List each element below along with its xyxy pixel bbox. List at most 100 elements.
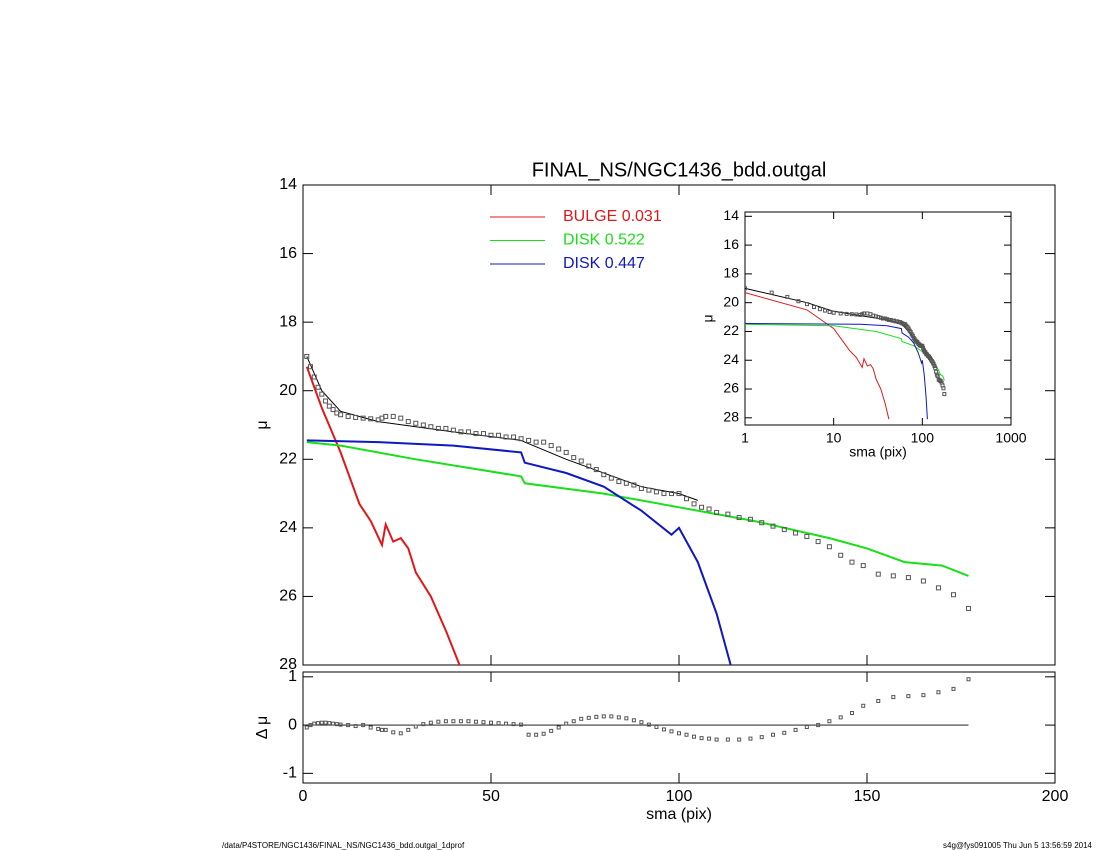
data-point (838, 715, 843, 720)
data-point (623, 480, 629, 486)
data-point (631, 718, 636, 723)
data-point (725, 737, 730, 742)
series-group (745, 287, 925, 349)
y-tick-label: 26 (723, 380, 739, 396)
data-point (771, 732, 775, 737)
data-point (849, 711, 854, 716)
data-point (920, 343, 925, 348)
x-tick-label: 100 (666, 788, 693, 805)
data-point (534, 732, 539, 737)
data-point (353, 724, 358, 729)
y-axis-label: μ (700, 314, 716, 322)
series-line (306, 441, 969, 577)
legend-label: BULGE 0.031 (563, 208, 662, 225)
data-point (759, 735, 764, 740)
data-point (503, 434, 509, 440)
data-point (465, 429, 471, 435)
data-point (368, 416, 374, 422)
y-tick-label: -1 (283, 765, 297, 782)
data-point (781, 527, 787, 533)
data-point (436, 719, 441, 724)
data-point (443, 425, 449, 431)
data-point (458, 429, 464, 435)
data-point (684, 732, 689, 737)
data-point (804, 533, 810, 539)
data-point (844, 311, 849, 316)
data-point (326, 403, 332, 409)
data-point (745, 286, 747, 291)
series-line (745, 287, 925, 349)
data-point (368, 725, 373, 730)
data-point (748, 736, 753, 741)
y-tick-label: 14 (723, 207, 739, 223)
data-point (905, 575, 911, 581)
series-group (306, 356, 698, 501)
data-point (586, 463, 592, 469)
x-tick-label: 100 (911, 430, 935, 446)
data-point (541, 439, 547, 445)
data-point (816, 723, 821, 728)
data-point (519, 722, 524, 727)
data-point (815, 539, 821, 545)
data-point (391, 730, 396, 735)
footer-right: s4g@fys091005 Thu Jun 5 13:56:59 2014 (943, 841, 1093, 850)
data-point (578, 458, 584, 464)
data-point (714, 509, 720, 515)
data-point (319, 391, 325, 397)
data-point (353, 414, 359, 420)
y-tick-label: 14 (279, 176, 297, 193)
data-point (906, 694, 911, 699)
data-point (549, 728, 554, 733)
data-point (308, 723, 313, 728)
data-point (699, 504, 705, 510)
data-point (473, 719, 478, 724)
data-point (571, 719, 576, 724)
data-point (383, 727, 388, 732)
y-tick-label: 22 (723, 322, 739, 338)
data-point (838, 552, 844, 558)
plot-frame (302, 671, 1056, 784)
data-point (699, 736, 704, 741)
y-tick-label: 20 (723, 293, 739, 309)
data-point (676, 491, 682, 497)
data-point (706, 506, 712, 512)
data-point (496, 721, 501, 726)
data-point (428, 720, 433, 725)
data-point (361, 723, 366, 728)
series-line (306, 356, 698, 501)
data-point (865, 311, 870, 316)
data-point (639, 720, 644, 725)
series-group (306, 441, 969, 577)
series-group (304, 353, 972, 611)
data-point (942, 392, 947, 397)
data-point (631, 482, 637, 488)
series-group (304, 677, 971, 742)
data-point (838, 311, 843, 316)
data-point (876, 315, 881, 320)
x-tick-label: 150 (854, 788, 881, 805)
data-point (541, 731, 546, 736)
x-tick-label: 10 (826, 430, 842, 446)
y-tick-label: 1 (288, 668, 297, 685)
y-tick-label: 16 (279, 245, 297, 262)
data-point (668, 491, 674, 497)
data-point (654, 725, 659, 730)
data-point (646, 722, 651, 727)
data-point (811, 304, 816, 309)
data-point (466, 719, 471, 724)
data-point (782, 730, 787, 735)
y-axis-label: μ (254, 420, 271, 429)
data-point (769, 290, 774, 295)
data-point (601, 472, 607, 478)
data-point (308, 364, 314, 370)
y-tick-label: 28 (279, 656, 297, 673)
data-point (398, 415, 404, 421)
data-point (518, 436, 524, 442)
data-point (638, 485, 644, 491)
legend-label: DISK 0.522 (563, 232, 645, 249)
series-line (745, 323, 945, 381)
data-point (921, 693, 926, 698)
y-tick-label: 26 (279, 588, 297, 605)
data-point (692, 734, 697, 739)
